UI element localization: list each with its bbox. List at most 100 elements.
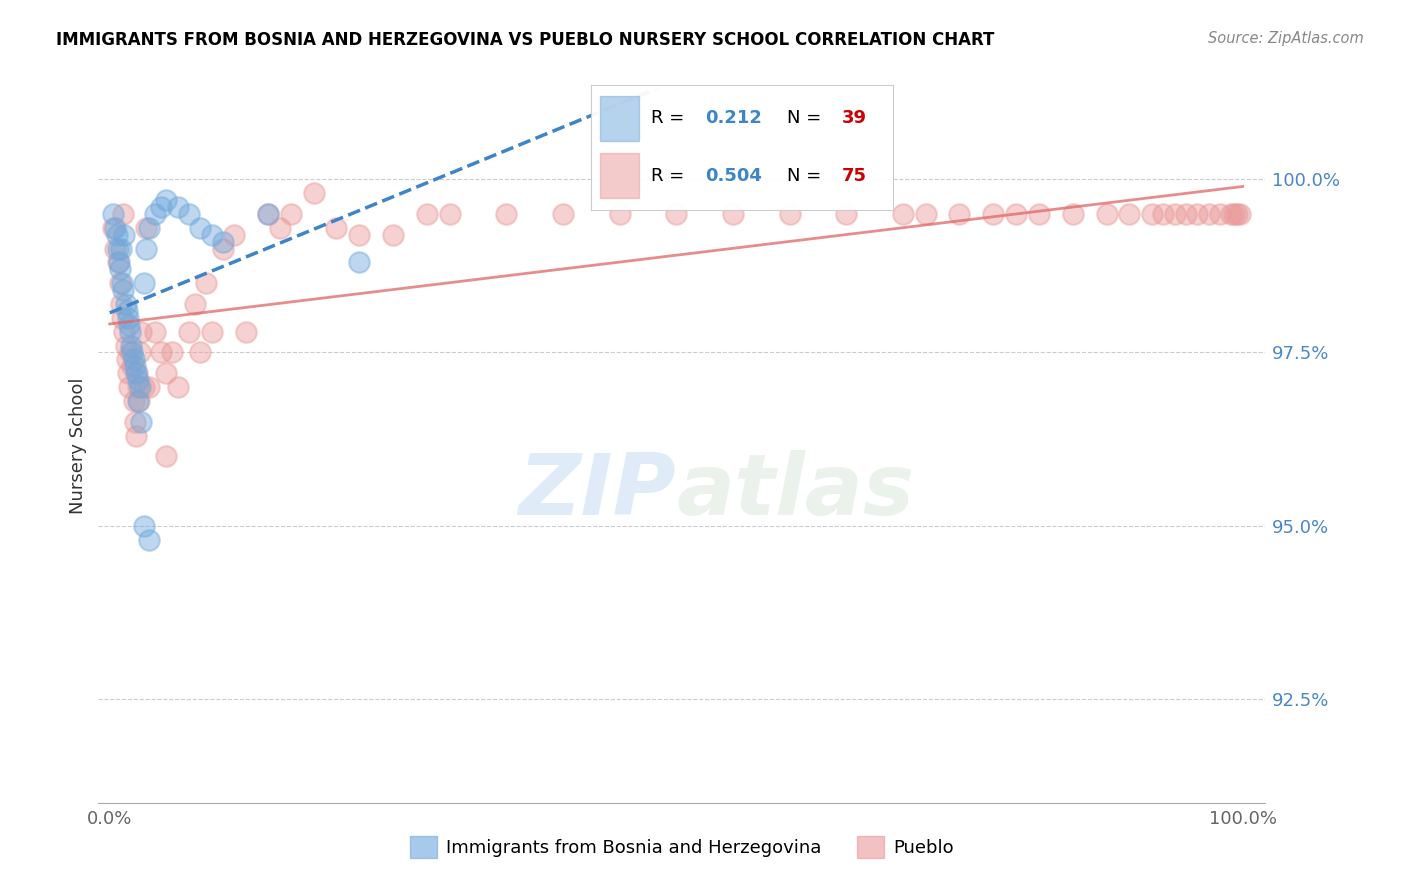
Point — [347, 227, 370, 242]
Point — [112, 207, 135, 221]
Point — [129, 380, 152, 394]
Point — [439, 207, 461, 221]
Point — [111, 310, 134, 325]
Point — [609, 207, 631, 221]
Point — [224, 227, 246, 242]
Point — [131, 325, 153, 339]
Point — [1220, 207, 1243, 221]
Point — [1164, 207, 1187, 221]
Point — [212, 235, 235, 249]
Text: R =: R = — [651, 110, 690, 128]
Point — [155, 450, 177, 464]
Point — [138, 220, 160, 235]
Point — [212, 242, 235, 256]
Point — [138, 533, 160, 547]
Point — [155, 193, 177, 207]
Point — [143, 325, 166, 339]
Point — [108, 262, 131, 277]
Point — [155, 366, 177, 380]
Point — [183, 297, 205, 311]
Point — [190, 220, 212, 235]
Point — [118, 380, 141, 394]
Point — [1152, 207, 1174, 221]
Point — [416, 207, 439, 221]
Point — [125, 428, 148, 442]
Point — [108, 276, 131, 290]
Point — [347, 255, 370, 269]
Point — [201, 325, 224, 339]
Point — [128, 394, 150, 409]
Point — [1028, 207, 1050, 221]
Point — [1005, 207, 1028, 221]
Point — [101, 220, 124, 235]
Point — [104, 242, 127, 256]
Point — [124, 359, 146, 374]
Point — [122, 394, 145, 409]
Point — [325, 220, 347, 235]
Point — [125, 366, 148, 380]
Point — [115, 352, 138, 367]
Point — [135, 242, 157, 256]
Point — [117, 366, 139, 380]
Point — [107, 255, 129, 269]
Point — [107, 242, 129, 256]
Point — [110, 242, 132, 256]
Point — [132, 518, 155, 533]
Text: R =: R = — [651, 167, 690, 185]
Point — [110, 297, 132, 311]
Point — [914, 207, 936, 221]
Point — [835, 207, 858, 221]
Point — [112, 283, 135, 297]
Point — [302, 186, 325, 201]
Point — [1118, 207, 1140, 221]
Point — [124, 415, 146, 429]
Point — [118, 318, 141, 332]
Point — [120, 345, 142, 359]
Point — [127, 373, 149, 387]
Point — [177, 207, 200, 221]
Point — [143, 207, 166, 221]
Point — [665, 207, 688, 221]
Point — [108, 255, 131, 269]
Point — [132, 380, 155, 394]
Point — [235, 325, 257, 339]
Point — [105, 227, 128, 242]
Point — [160, 345, 183, 359]
Text: N =: N = — [787, 110, 827, 128]
Text: 0.212: 0.212 — [706, 110, 762, 128]
Point — [121, 359, 143, 374]
Y-axis label: Nursery School: Nursery School — [69, 377, 87, 515]
Legend: Immigrants from Bosnia and Herzegovina, Pueblo: Immigrants from Bosnia and Herzegovina, … — [402, 829, 962, 865]
Point — [257, 207, 280, 221]
Point — [149, 345, 172, 359]
Point — [190, 345, 212, 359]
Point — [1187, 207, 1209, 221]
Point — [177, 325, 200, 339]
Point — [131, 415, 153, 429]
Point — [132, 276, 155, 290]
Point — [1140, 207, 1163, 221]
Point — [1222, 207, 1244, 221]
FancyBboxPatch shape — [599, 153, 638, 198]
Point — [1209, 207, 1232, 221]
Point — [125, 366, 148, 380]
FancyBboxPatch shape — [599, 96, 638, 141]
Point — [195, 276, 218, 290]
Point — [101, 207, 124, 221]
Point — [114, 297, 136, 311]
Text: N =: N = — [787, 167, 827, 185]
Point — [121, 345, 143, 359]
Point — [115, 304, 138, 318]
Text: 0.504: 0.504 — [706, 167, 762, 185]
Point — [495, 207, 517, 221]
Point — [122, 352, 145, 367]
Point — [382, 227, 405, 242]
Point — [138, 380, 160, 394]
Point — [983, 207, 1005, 221]
Text: ZIP: ZIP — [519, 450, 676, 533]
Point — [166, 200, 188, 214]
Point — [117, 310, 139, 325]
Point — [280, 207, 302, 221]
Text: Source: ZipAtlas.com: Source: ZipAtlas.com — [1208, 31, 1364, 46]
Point — [149, 200, 172, 214]
